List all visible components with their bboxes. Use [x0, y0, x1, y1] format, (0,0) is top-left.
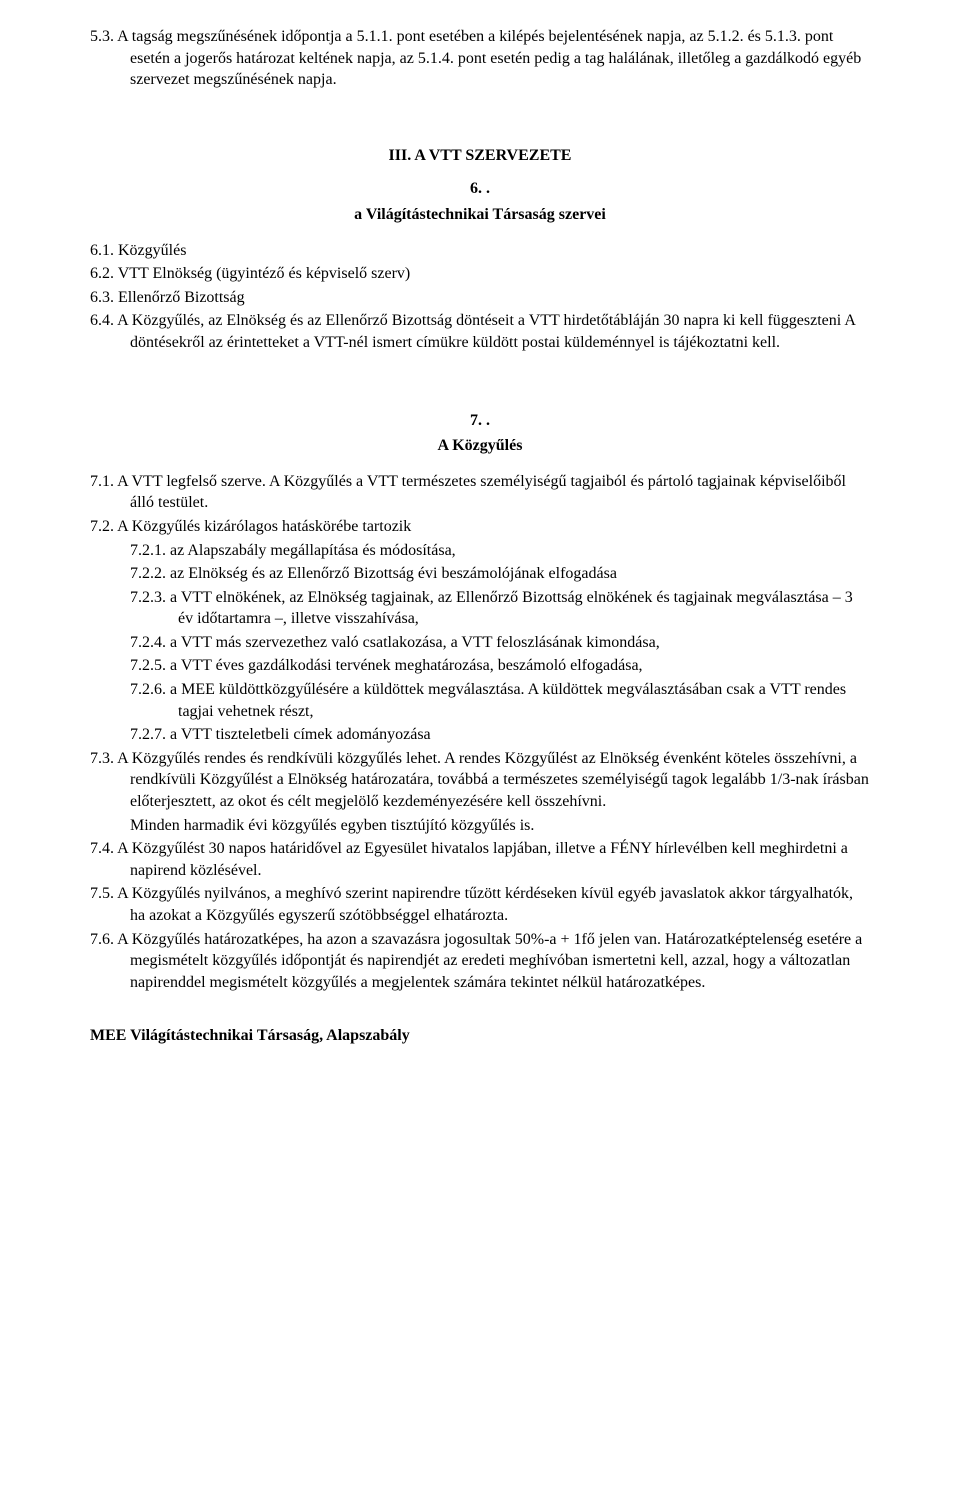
section-6-title: a Világítástechnikai Társaság szervei [90, 204, 870, 226]
paragraph-7-2-3: 7.2.3. a VTT elnökének, az Elnökség tagj… [90, 587, 870, 630]
paragraph-7-2-5: 7.2.5. a VTT éves gazdálkodási tervének … [90, 655, 870, 677]
paragraph-7-2-4: 7.2.4. a VTT más szervezethez való csatl… [90, 632, 870, 654]
paragraph-7-3-cont: Minden harmadik évi közgyűlés egyben tis… [90, 815, 870, 837]
paragraph-7-2-6: 7.2.6. a MEE küldöttközgyűlésére a küldö… [90, 679, 870, 722]
footer-text: MEE Világítástechnikai Társaság, Alapsza… [90, 1025, 870, 1047]
paragraph-7-2: 7.2. A Közgyűlés kizárólagos hatáskörébe… [90, 516, 870, 538]
paragraph-7-1: 7.1. A VTT legfelső szerve. A Közgyűlés … [90, 471, 870, 514]
paragraph-7-2-2: 7.2.2. az Elnökség és az Ellenőrző Bizot… [90, 563, 870, 585]
paragraph-7-6: 7.6. A Közgyűlés határozatképes, ha azon… [90, 929, 870, 994]
section-7-title: A Közgyűlés [90, 435, 870, 457]
section-7-number: 7. . [90, 410, 870, 432]
paragraph-6-4: 6.4. A Közgyűlés, az Elnökség és az Elle… [90, 310, 870, 353]
paragraph-6-3: 6.3. Ellenőrző Bizottság [90, 287, 870, 309]
spacer [90, 93, 870, 115]
paragraph-7-5: 7.5. A Közgyűlés nyilvános, a meghívó sz… [90, 883, 870, 926]
section-6-number: 6. . [90, 178, 870, 200]
heading-iii: III. A VTT SZERVEZETE [90, 145, 870, 167]
spacer [90, 356, 870, 400]
paragraph-7-3: 7.3. A Közgyűlés rendes és rendkívüli kö… [90, 748, 870, 813]
paragraph-7-4: 7.4. A Közgyűlést 30 napos határidővel a… [90, 838, 870, 881]
paragraph-7-2-1: 7.2.1. az Alapszabály megállapítása és m… [90, 540, 870, 562]
paragraph-6-2: 6.2. VTT Elnökség (ügyintéző és képvisel… [90, 263, 870, 285]
paragraph-7-2-7: 7.2.7. a VTT tiszteletbeli címek adomány… [90, 724, 870, 746]
paragraph-6-1: 6.1. Közgyűlés [90, 240, 870, 262]
paragraph-5-3: 5.3. A tagság megszűnésének időpontja a … [90, 26, 870, 91]
